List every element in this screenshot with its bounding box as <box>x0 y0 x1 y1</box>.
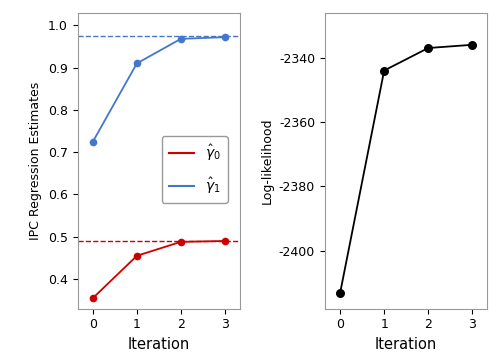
Y-axis label: IPC Regression Estimates: IPC Regression Estimates <box>29 82 42 240</box>
Y-axis label: Log-likelihood: Log-likelihood <box>260 117 274 204</box>
X-axis label: Iteration: Iteration <box>128 337 190 352</box>
X-axis label: Iteration: Iteration <box>375 337 438 352</box>
Legend: $\hat{\gamma}_0$, $\hat{\gamma}_1$: $\hat{\gamma}_0$, $\hat{\gamma}_1$ <box>162 136 228 203</box>
